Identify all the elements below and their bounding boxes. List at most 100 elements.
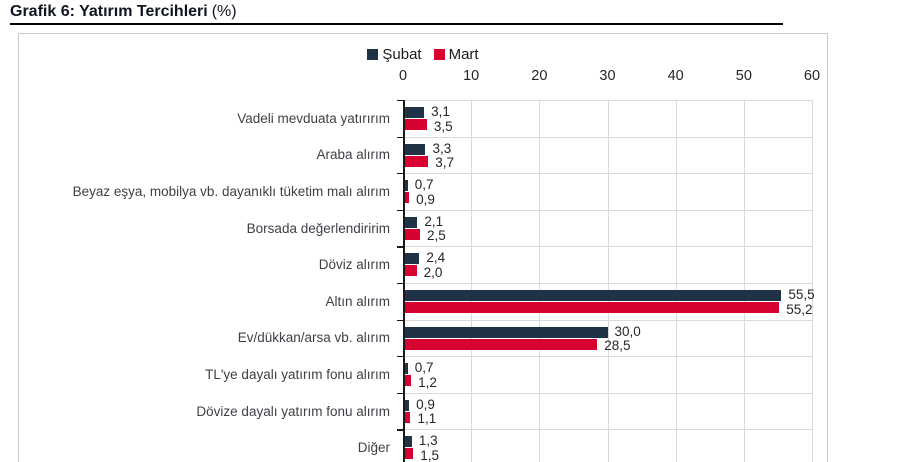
x-tick-label: 0 [398,68,408,84]
gridline-vertical [812,100,813,462]
y-axis-line [403,100,405,462]
gridline-horizontal [403,209,812,211]
legend-item-mart: Mart [433,46,479,63]
bar-subat [403,107,425,118]
legend-swatch-mart-icon [433,49,445,60]
category-label: Dövize dayalı yatırım fonu alırım [196,403,390,419]
chart-title-main: Grafik 6: Yatırım Tercihleri [10,3,208,20]
plot-area: 3,1 3,5 3,3 3,7 0,7 0,9 2,1 2,5 2,4 2,0 55,5 55,2 30… [397,100,815,462]
value-label-subat: 55,5 [788,287,815,302]
gridline-vertical [471,100,473,462]
title-underline [10,23,783,25]
bar-subat [403,180,408,192]
value-label-subat: 0,7 [414,360,434,376]
value-label-subat: 3,1 [431,104,450,119]
bar-mart [403,375,412,387]
y-axis-tick [397,136,403,138]
category-label: TL'ye dayalı yatırım fonu alırım [205,366,390,382]
x-tick-label: 20 [531,68,548,84]
value-label-mart: 2,0 [423,264,443,280]
legend-item-subat: Şubat [367,46,422,63]
gridline-horizontal [403,246,812,248]
value-label-mart: 3,7 [435,155,454,171]
y-axis-tick [397,209,403,211]
legend-label-subat: Şubat [382,46,422,63]
value-label-mart: 1,1 [417,411,437,427]
y-axis-tick [397,356,403,358]
y-axis-tick [397,319,403,321]
bar-mart [403,228,421,240]
value-label-subat: 2,1 [424,213,444,229]
category-label: Beyaz eşya, mobilya vb. dayanıklı tüketi… [72,183,390,199]
value-label-mart: 1,5 [420,447,439,462]
gridline-horizontal [403,173,812,175]
bar-mart [403,302,780,313]
gridline-horizontal [403,283,812,284]
legend-swatch-subat-icon [367,49,379,60]
x-tick-label: 60 [803,68,821,84]
bar-mart [403,265,417,277]
bar-subat [403,290,782,301]
legend: Şubat Mart [19,46,827,63]
bar-subat [403,436,412,448]
x-tick-label: 50 [735,68,752,84]
bar-subat [403,253,420,265]
gridline-horizontal [403,356,812,358]
bar-mart [403,192,410,204]
bar-mart [403,155,429,167]
bar-subat [403,143,426,155]
bar-subat [403,216,418,228]
value-label-mart: 55,2 [786,301,813,317]
bar-mart [403,119,427,130]
gridline-vertical [675,100,677,462]
value-label-subat: 2,4 [426,250,446,266]
x-tick-label: 40 [667,68,684,84]
bar-subat [403,363,408,375]
value-label-mart: 1,2 [418,374,437,390]
value-label-mart: 3,5 [433,118,453,134]
gridline-horizontal [403,392,812,394]
bar-mart [403,338,598,350]
x-axis-labels: 0 10 20 30 40 50 60 [19,68,827,86]
chart-title: Grafik 6: Yatırım Tercihleri (%) [10,3,237,21]
y-axis-tick [397,100,403,102]
y-axis-tick [397,429,403,431]
category-label: Vadeli mevduata yatırırım [237,110,390,126]
gridline-vertical [539,100,541,462]
gridline-horizontal [403,100,812,101]
gridline-vertical [607,100,609,462]
category-label: Altın alırım [325,293,390,309]
bar-mart [403,411,411,423]
x-tick-label: 10 [463,68,480,84]
category-label: Diğer [357,440,390,456]
category-label: Ev/dükkan/arsa vb. alırım [237,330,390,346]
value-label-mart: 28,5 [604,338,631,354]
value-label-mart: 0,9 [416,191,435,207]
category-label: Araba alırım [316,147,390,163]
value-label-subat: 0,9 [416,396,435,412]
gridline-horizontal [403,136,812,138]
gridline-horizontal [403,429,812,431]
gridline-vertical [743,100,745,462]
chart-title-unit: (%) [211,3,237,20]
value-label-subat: 0,7 [414,177,434,193]
category-label: Borsada değerlendiririm [246,220,390,236]
value-label-subat: 30,0 [614,323,641,339]
value-label-mart: 2,5 [427,228,446,244]
x-tick-label: 30 [599,68,616,84]
gridline-horizontal [403,319,812,321]
category-label: Döviz alırım [318,257,390,273]
category-labels: Vadeli mevduata yatırırım Araba alırım Bey… [19,100,390,462]
value-label-subat: 1,3 [418,433,438,449]
value-label-subat: 3,3 [432,140,452,156]
y-axis-tick [397,283,403,285]
legend-label-mart: Mart [448,46,479,63]
y-axis-tick [397,246,403,248]
y-axis-tick [397,173,403,175]
bar-subat [403,326,608,338]
bar-mart [403,448,414,460]
bar-subat [403,399,410,411]
y-axis-tick [397,392,403,394]
chart-container: Şubat Mart 0 10 20 30 40 50 60 Vadeli mevduata… [18,33,828,462]
